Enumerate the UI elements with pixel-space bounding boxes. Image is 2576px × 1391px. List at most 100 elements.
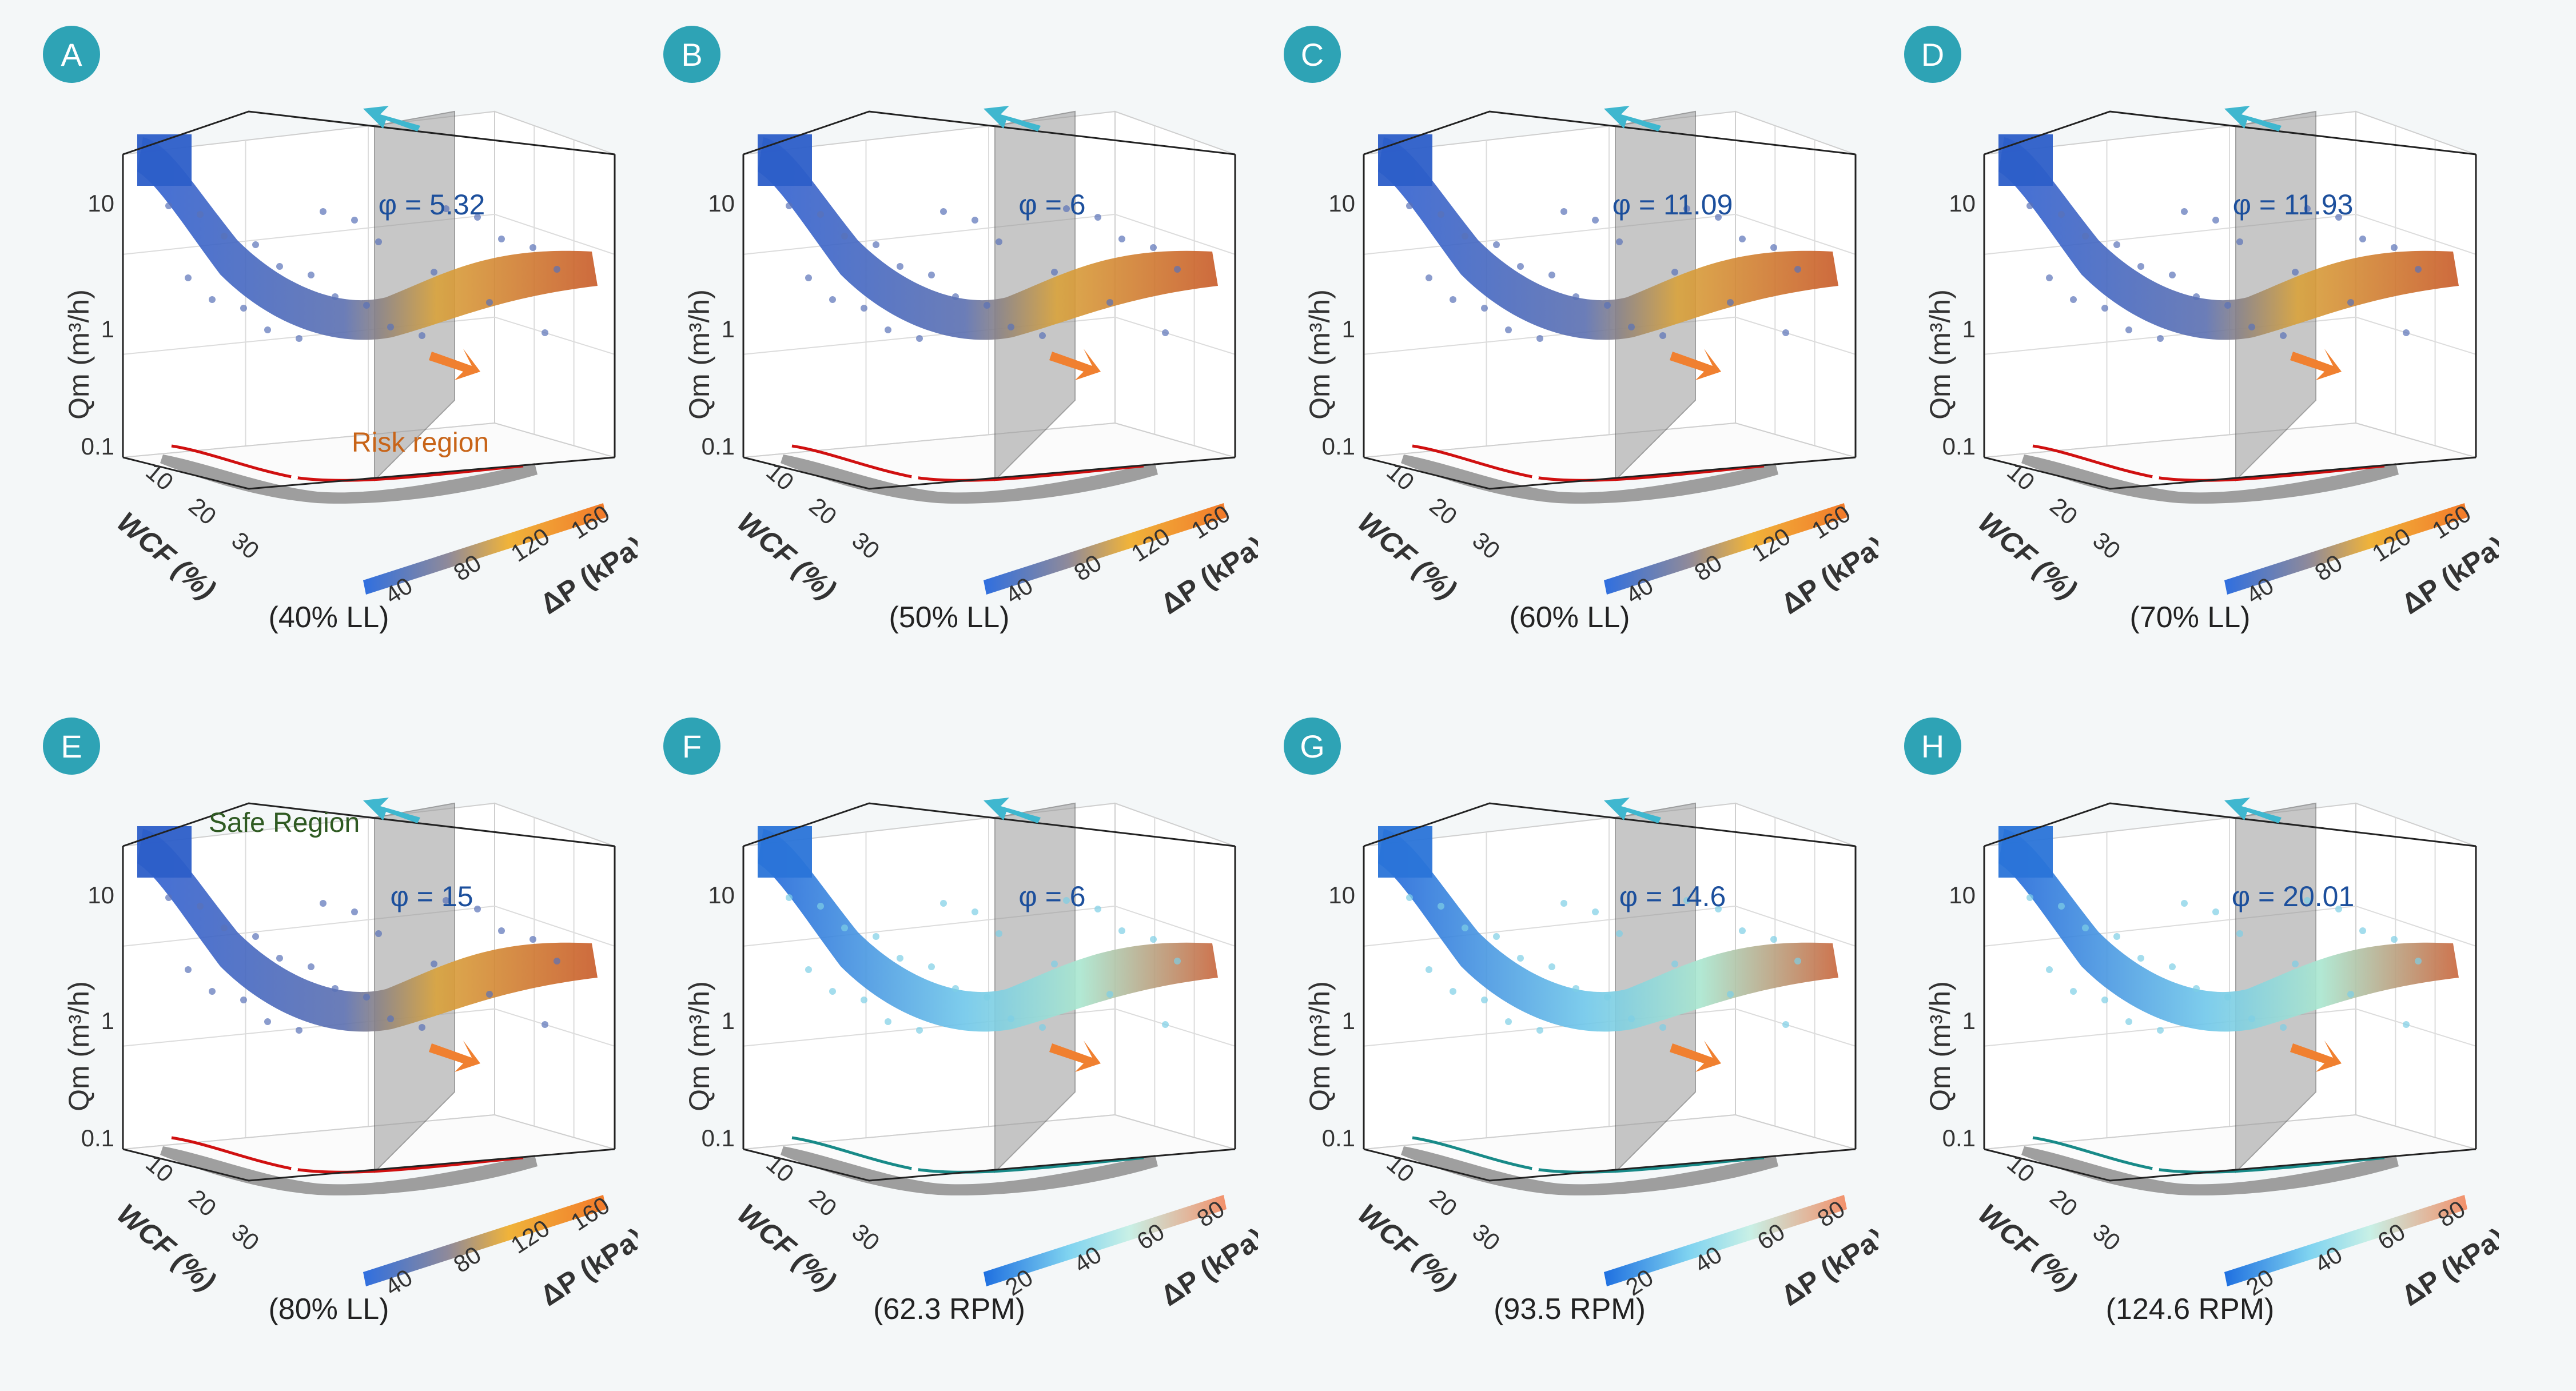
data-point	[264, 1018, 271, 1025]
data-point	[2137, 955, 2144, 962]
data-block	[1998, 826, 2053, 878]
floor-projection	[160, 1146, 538, 1195]
colorbar	[2224, 1195, 2467, 1286]
arrow-orange-icon	[2290, 1041, 2342, 1072]
data-point	[431, 960, 437, 967]
data-point	[443, 897, 449, 904]
y-tick-label: 0.1	[1322, 433, 1355, 460]
data-point	[387, 324, 394, 330]
data-point	[2101, 997, 2108, 1003]
data-point	[1616, 930, 1623, 937]
data-point	[1118, 927, 1125, 934]
y-axis-label: Qm (m³/h)	[1924, 289, 1956, 420]
plot-frame: Qm (m³/h)WCF (%) ΔP (kPa)0.11101020304080…	[63, 106, 638, 620]
floor-curve	[1412, 1136, 1765, 1174]
frame-bottom-edge	[1984, 456, 2477, 490]
floor-projection	[2021, 455, 2399, 504]
data-point	[2070, 988, 2077, 995]
data-point	[2359, 236, 2366, 242]
grid-line	[122, 1008, 615, 1047]
data-point	[805, 274, 812, 281]
data-block	[758, 826, 812, 878]
data-point	[916, 335, 923, 342]
data-point	[1051, 960, 1058, 967]
y-tick-label: 10	[87, 882, 114, 908]
data-point	[1094, 906, 1101, 912]
data-point	[1462, 233, 1468, 240]
data-point	[1715, 906, 1722, 912]
y-axis-label: Qm (m³/h)	[1304, 289, 1336, 420]
data-point	[2082, 924, 2089, 931]
data-point	[1493, 241, 1500, 248]
x-tick-label: 20	[1424, 1184, 1462, 1222]
floor-curve-marker	[911, 1166, 918, 1173]
data-point	[2193, 985, 2200, 992]
data-point	[1118, 236, 1125, 242]
plot-e: Qm (m³/h)WCF (%) ΔP (kPa)0.11101020304080…	[63, 798, 638, 1312]
data-point	[873, 241, 879, 248]
panel-d: Qm (m³/h) WCF (%) ΔP (kPa) 0.1 1 10 10 20 30 40 80…	[1881, 0, 2499, 675]
data-point	[1592, 908, 1599, 915]
arrow-orange-icon	[2290, 349, 2342, 380]
data-point	[252, 933, 259, 940]
y-tick-label: 10	[87, 190, 114, 217]
data-point	[209, 296, 216, 303]
data-point	[1683, 897, 1690, 904]
data-point	[1426, 274, 1432, 281]
plot-g: Qm (m³/h)WCF (%) ΔP (kPa)0.11101020302040…	[1304, 798, 1878, 1312]
colorbar	[363, 1195, 606, 1286]
plot-frame: Qm (m³/h)WCF (%) ΔP (kPa)0.11101020304080…	[1304, 106, 1878, 620]
panel-b: Qm (m³/h) WCF (%) ΔP (kPa) 0.1 1 10 10 20 30 40 80…	[640, 0, 1258, 675]
data-point	[351, 908, 358, 915]
data-point	[984, 994, 990, 1001]
data-point	[1450, 988, 1456, 995]
data-point	[1008, 324, 1014, 330]
data-point	[332, 293, 339, 300]
data-point	[1659, 332, 1666, 339]
y-tick-label: 0.1	[1322, 1125, 1355, 1151]
data-point	[2335, 906, 2342, 912]
data-point	[1628, 324, 1635, 330]
grid-line	[743, 213, 1236, 255]
arrow-orange-icon	[429, 1041, 480, 1072]
data-point	[419, 332, 425, 339]
data-point	[1462, 924, 1468, 931]
floor-curve	[171, 444, 524, 482]
data-point	[2212, 217, 2219, 224]
data-point	[861, 997, 867, 1003]
frame-top-edge	[743, 802, 1236, 847]
frame-top-edge	[122, 110, 615, 156]
data-point	[2304, 205, 2311, 212]
grid-line	[1984, 316, 2477, 355]
arrow-cyan-icon	[984, 106, 1041, 131]
arrow-orange-icon	[1049, 349, 1101, 380]
data-point	[1739, 236, 1746, 242]
condition-label-a: (40% LL)	[268, 601, 389, 634]
z-tick-label: 160	[566, 500, 614, 544]
safe-region-label: Safe Region	[209, 808, 360, 838]
grid-line	[1363, 213, 1856, 255]
arrow-orange-icon	[429, 349, 480, 380]
y-tick-label: 1	[1342, 316, 1355, 342]
phi-value: φ = 5.32	[379, 189, 485, 221]
data-point	[1481, 305, 1488, 312]
data-point	[2335, 214, 2342, 221]
y-axis-label: Qm (m³/h)	[683, 981, 715, 1111]
data-point	[1794, 266, 1801, 273]
data-point	[2292, 960, 2299, 967]
data-point	[1727, 299, 1734, 306]
floor-curve-marker	[291, 1166, 298, 1173]
floor-curve	[791, 444, 1144, 482]
data-point	[2280, 1024, 2287, 1031]
data-point	[351, 217, 358, 224]
data-point	[1659, 1024, 1666, 1031]
data-point	[897, 263, 903, 270]
x-tick-label: 20	[804, 1184, 842, 1222]
data-point	[1094, 214, 1101, 221]
data-point	[1548, 963, 1555, 970]
data-point	[185, 966, 192, 973]
data-point	[2169, 272, 2176, 278]
data-point	[972, 217, 978, 224]
data-point	[1536, 335, 1543, 342]
data-block	[1378, 826, 1432, 878]
